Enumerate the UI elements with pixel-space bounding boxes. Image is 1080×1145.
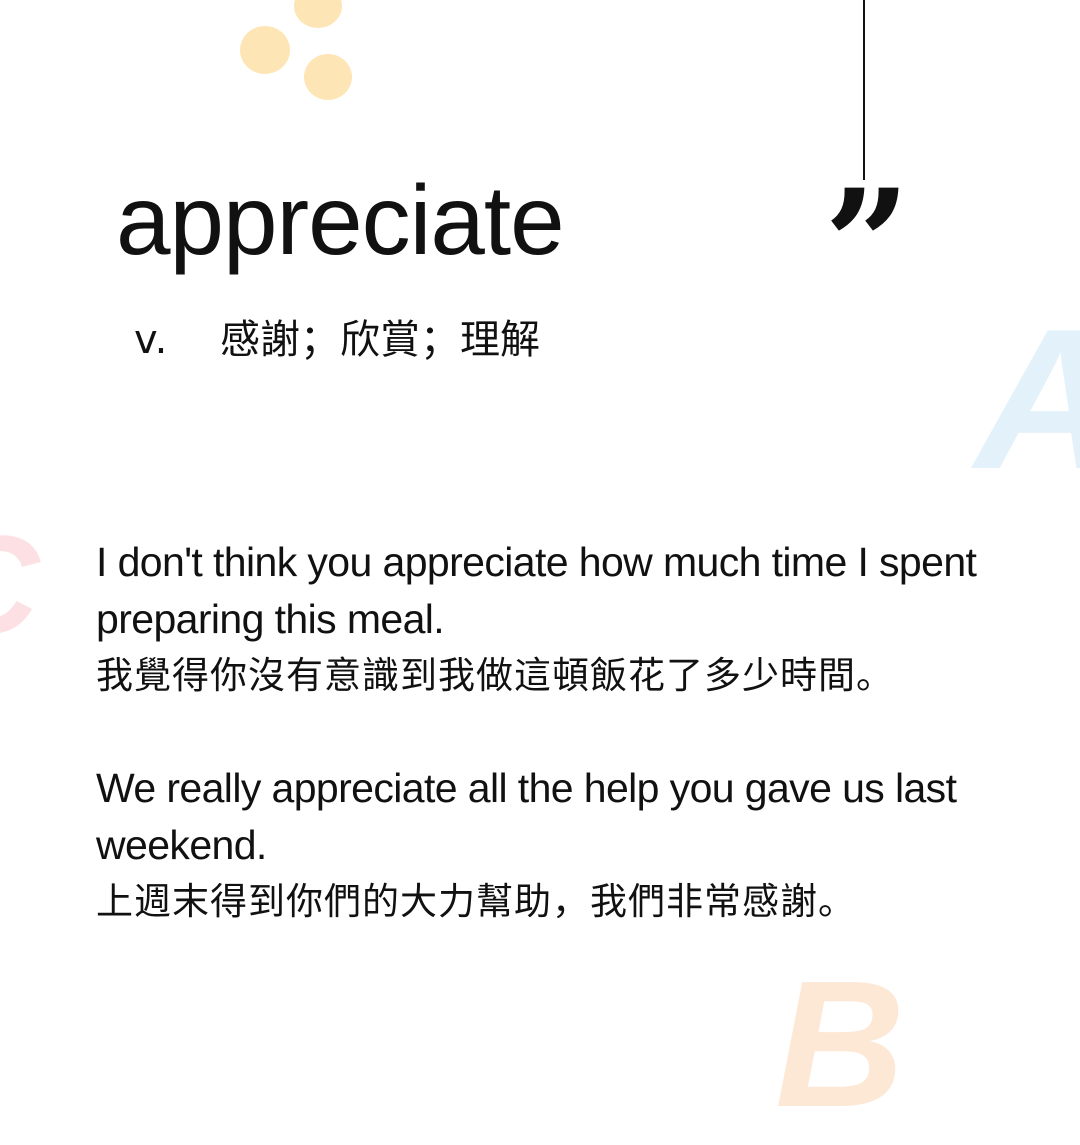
example-sentence: I don't think you appreciate how much ti…	[96, 534, 1046, 704]
example-chinese: 我覺得你沒有意識到我做這頓飯花了多少時間。	[96, 654, 894, 697]
part-of-speech: v.	[134, 317, 168, 363]
decor-dot	[240, 26, 290, 74]
decor-dot	[294, 0, 342, 28]
definition: v. 感謝；欣賞；理解	[134, 312, 540, 368]
decor-letter-c: C	[0, 515, 39, 655]
headword: appreciate	[116, 165, 565, 275]
meaning: 感謝；欣賞；理解	[220, 317, 540, 363]
quote-icon: ”	[824, 157, 911, 333]
decor-letter-b: B	[775, 944, 905, 1145]
example-english: I don't think you appreciate how much ti…	[96, 539, 977, 642]
decor-dot	[304, 54, 352, 100]
decor-letter-a: A	[975, 300, 1080, 500]
example-sentence: We really appreciate all the help you ga…	[96, 760, 1046, 930]
example-chinese: 上週末得到你們的大力幫助，我們非常感謝。	[96, 880, 856, 923]
example-english: We really appreciate all the help you ga…	[96, 765, 957, 868]
divider-line	[863, 0, 865, 180]
